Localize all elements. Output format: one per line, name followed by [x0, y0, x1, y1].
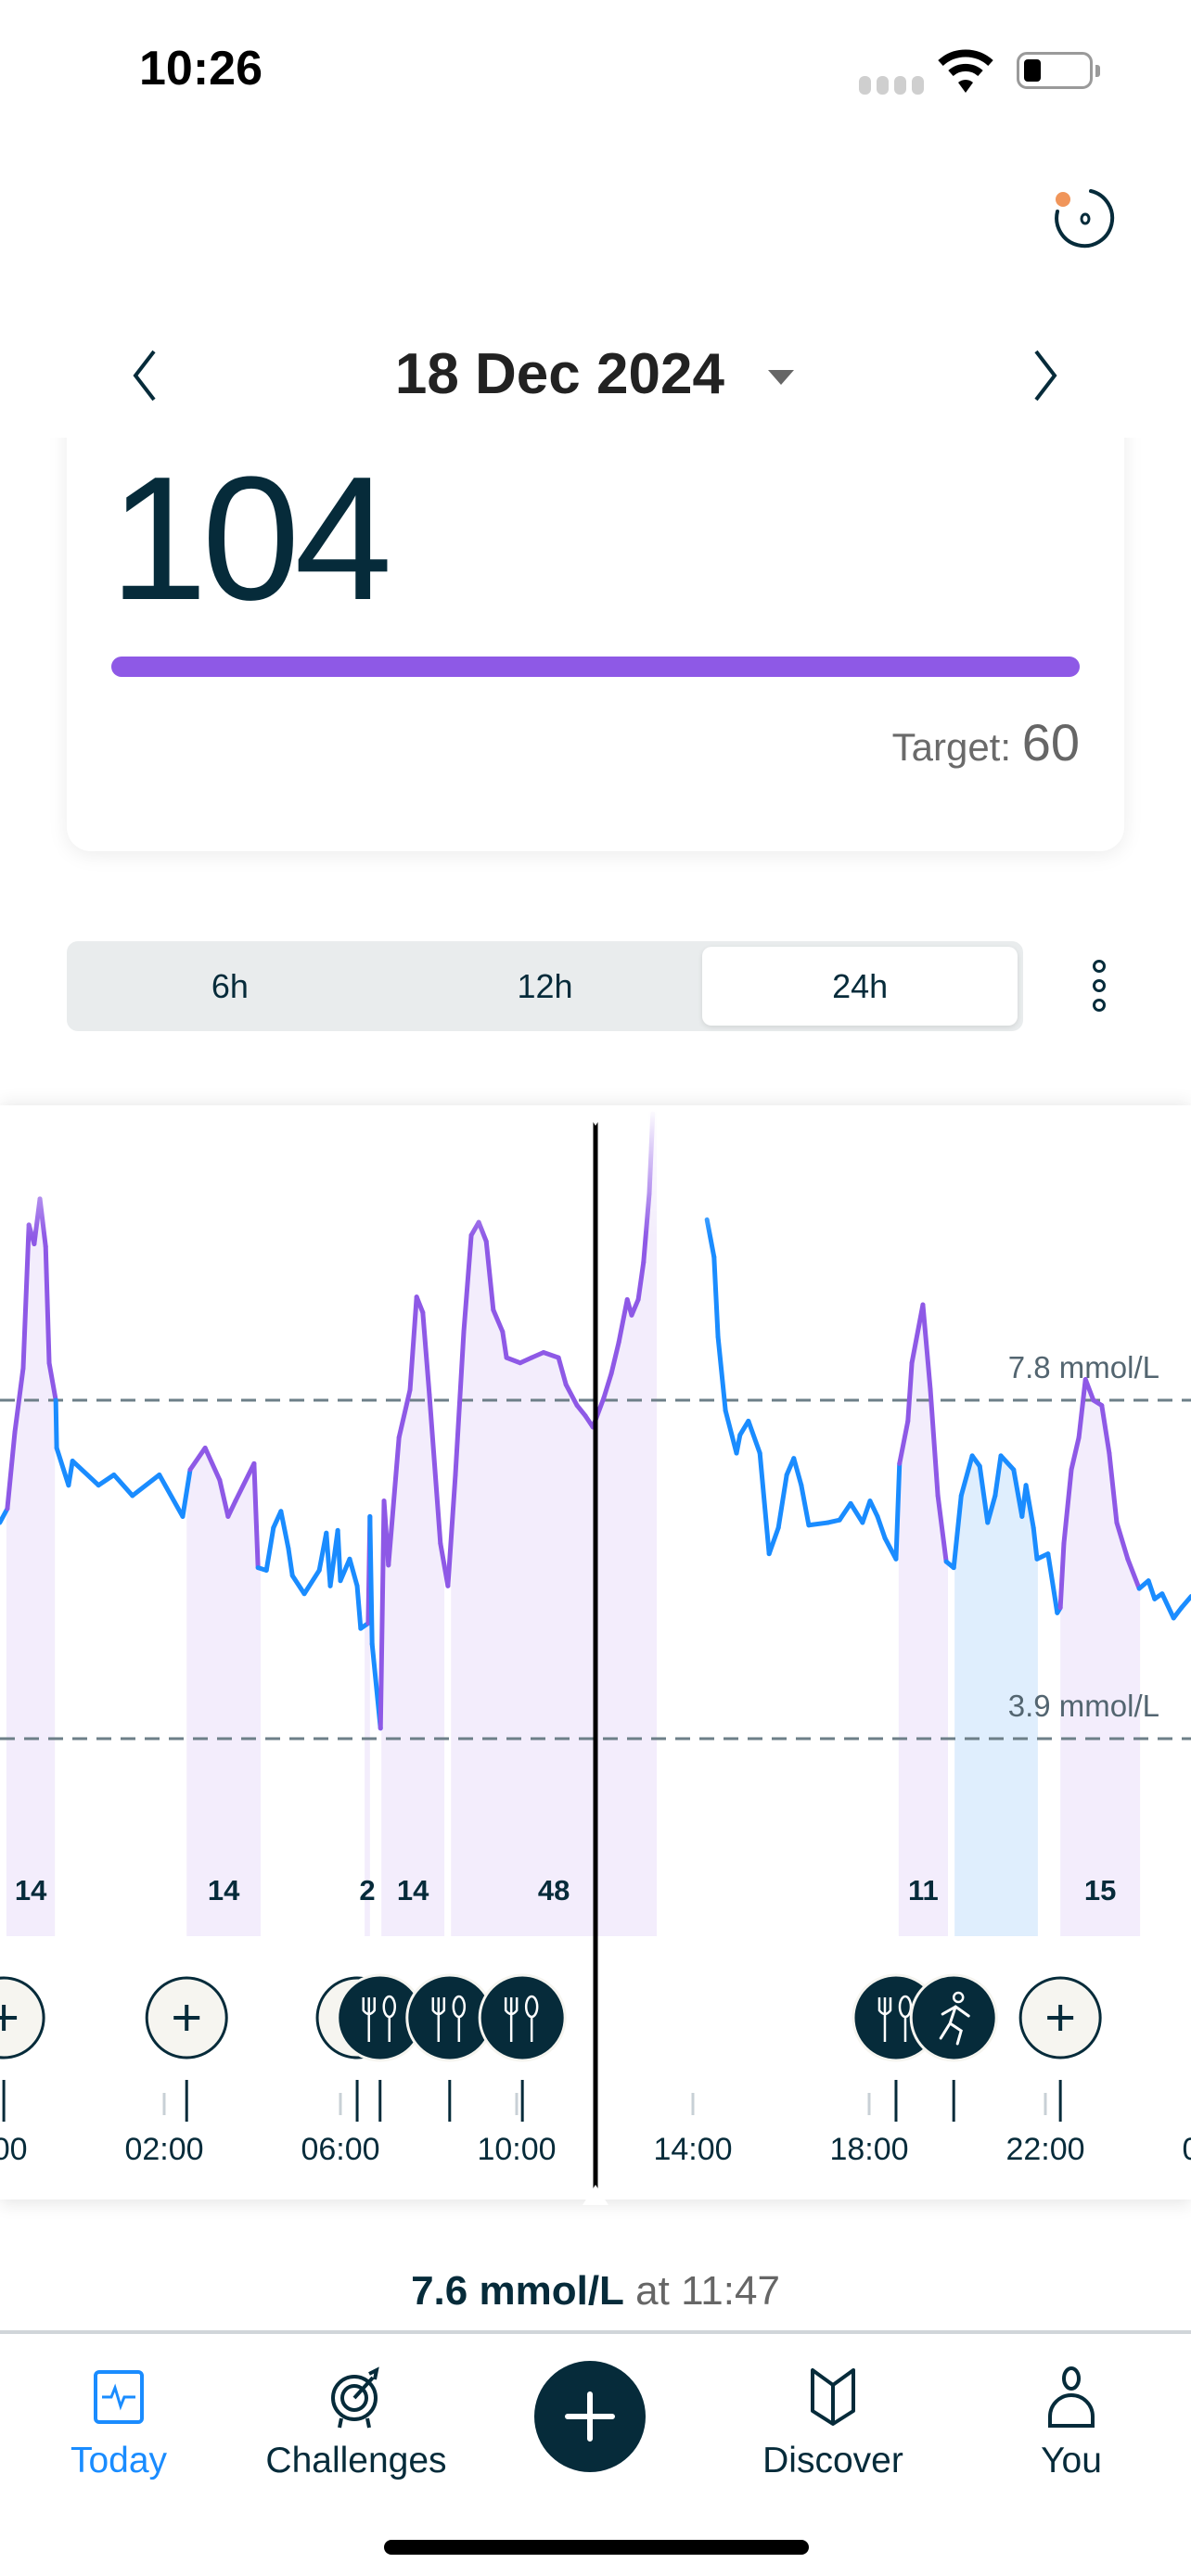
next-day-button[interactable]: [1018, 345, 1074, 406]
status-time: 10:26: [139, 42, 263, 96]
nav-you[interactable]: You: [969, 2365, 1173, 2481]
battery-icon: [1017, 52, 1100, 89]
score-value: 104: [109, 440, 392, 637]
person-icon: [1048, 2366, 1095, 2428]
target-icon: [331, 2366, 379, 2429]
nav-label: Challenges: [265, 2441, 447, 2480]
dot-icon: [1093, 959, 1106, 973]
nav-discover[interactable]: Discover: [731, 2365, 935, 2481]
readout-time: at 11:47: [635, 2268, 780, 2314]
target-value: 60: [1021, 713, 1080, 772]
book-icon: [811, 2368, 855, 2426]
home-indicator: [384, 2540, 809, 2555]
tab-24h[interactable]: 24h: [702, 947, 1018, 1026]
nav-label: Discover: [762, 2441, 903, 2480]
target-label: Target: 60: [892, 712, 1080, 772]
chevron-left-icon: [133, 350, 156, 402]
date-picker[interactable]: 18 Dec 2024: [0, 341, 1191, 407]
tab-6h[interactable]: 6h: [211, 966, 249, 1005]
nav-label: Today: [70, 2441, 168, 2480]
activity-chart-icon: [94, 2370, 144, 2424]
more-options-button[interactable]: [1076, 950, 1122, 1020]
range-selector: 6h 12h 24h: [67, 941, 1023, 1031]
dot-icon: [1093, 998, 1106, 1012]
signal-bar: [877, 76, 889, 95]
nav-challenges[interactable]: Challenges: [254, 2365, 458, 2481]
dot-icon: [1093, 978, 1106, 992]
readout-value: 7.6 mmol/L: [411, 2268, 624, 2314]
glucose-chart-panel[interactable]: [0, 1105, 1191, 2200]
nav-today[interactable]: Today: [17, 2365, 221, 2481]
chevron-right-icon: [1034, 350, 1057, 402]
score-card[interactable]: 104 Target: 60: [67, 389, 1124, 851]
sensor-icon[interactable]: [1048, 184, 1122, 258]
nav-divider: [0, 2330, 1191, 2334]
tab-12h[interactable]: 12h: [517, 966, 573, 1005]
header: 10:26 18 Dec 2024: [0, 0, 1191, 438]
add-button[interactable]: [534, 2361, 646, 2472]
cursor-readout: 7.6 mmol/L at 11:47: [0, 2268, 1191, 2315]
signal-icon: [859, 76, 871, 95]
date-label: 18 Dec 2024: [394, 342, 724, 406]
plus-icon: [565, 2391, 615, 2442]
previous-day-button[interactable]: [116, 345, 172, 406]
signal-bar: [912, 76, 924, 95]
score-progress-bar: [111, 657, 1080, 677]
target-text: Target:: [891, 725, 1012, 769]
signal-bar: [894, 76, 906, 95]
wifi-icon: [938, 49, 993, 93]
caret-down-icon: [768, 369, 795, 385]
nav-label: You: [1041, 2441, 1102, 2480]
